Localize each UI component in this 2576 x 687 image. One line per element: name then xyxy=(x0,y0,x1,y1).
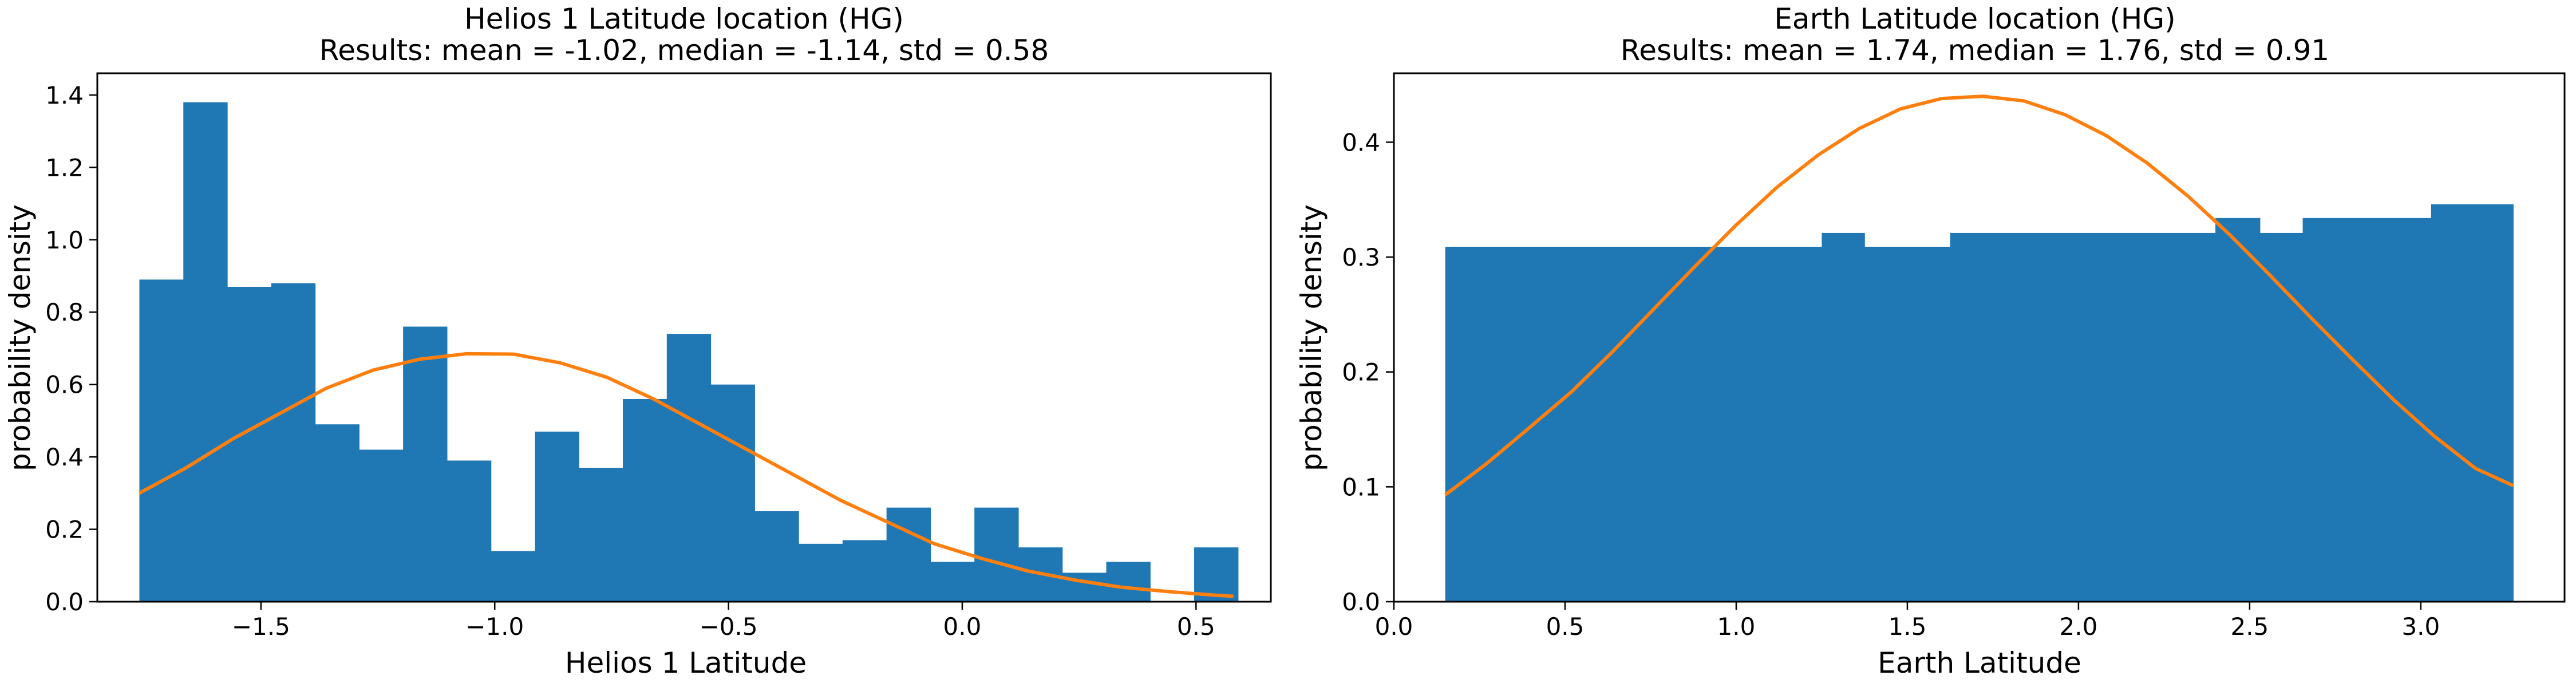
y-tick-label: 0.0 xyxy=(45,588,84,616)
y-tick-label: 1.2 xyxy=(45,153,84,181)
histogram-bar xyxy=(623,398,667,602)
histogram-bar xyxy=(183,102,228,602)
histogram-bar xyxy=(2259,232,2304,602)
x-tick-label: 0.0 xyxy=(1375,613,1413,641)
histogram-bar xyxy=(447,460,492,602)
fit-curve xyxy=(1444,94,2514,496)
histogram-bar xyxy=(710,384,755,602)
histogram-bar xyxy=(2215,218,2261,602)
histogram-bar xyxy=(315,424,359,602)
histogram-bar xyxy=(2387,218,2432,602)
y-tick-label: 0.6 xyxy=(45,371,84,399)
x-tick-label: 0.0 xyxy=(943,613,982,641)
plot-frame xyxy=(96,72,1272,603)
y-tick-label: 0.2 xyxy=(1342,358,1380,386)
x-tick-label: −1.0 xyxy=(465,613,524,641)
chart-title: Earth Latitude location (HG) xyxy=(1774,2,2175,35)
fit-curve-line xyxy=(1444,94,2514,496)
histogram-bar xyxy=(1950,232,2216,602)
histogram-bar xyxy=(1106,562,1151,602)
histogram-bar xyxy=(271,283,316,602)
chart-subtitle: Results: mean = -1.02, median = -1.14, s… xyxy=(319,34,1049,67)
histogram-bar xyxy=(799,543,843,602)
histogram-bar xyxy=(535,431,579,602)
x-tick-label: −1.5 xyxy=(232,613,290,641)
histogram-bar xyxy=(359,449,404,602)
x-tick-label: 1.0 xyxy=(1717,613,1756,641)
x-axis-label: Earth Latitude xyxy=(1878,646,2081,680)
chart-title: Helios 1 Latitude location (HG) xyxy=(464,2,904,35)
x-tick-label: −0.5 xyxy=(700,613,758,641)
x-tick-label: 0.5 xyxy=(1546,613,1585,641)
x-tick-label: 2.5 xyxy=(2230,613,2269,641)
histogram-bar xyxy=(974,507,1019,602)
histogram-bar xyxy=(1864,246,1951,602)
y-tick-label: 0.1 xyxy=(1342,473,1380,501)
x-tick-label: 2.0 xyxy=(2060,613,2098,641)
histogram-bars xyxy=(139,102,1239,602)
y-tick-label: 0.2 xyxy=(45,516,84,544)
histogram-bar xyxy=(1445,246,1823,602)
histogram-bar xyxy=(491,551,536,602)
chart-earth: Earth Latitude location (HG) Results: me… xyxy=(1295,2,2566,680)
histogram-bar xyxy=(930,562,975,602)
fit-curve xyxy=(139,352,1234,598)
y-ticks: 0.0 0.2 0.4 0.6 0.8 1.0 1.2 1.4 xyxy=(45,81,97,616)
histogram-bar xyxy=(139,279,184,602)
histogram-bar xyxy=(666,334,712,602)
chart-helios: Helios 1 Latitude location (HG) Results:… xyxy=(3,2,1272,680)
y-tick-label: 0.4 xyxy=(45,443,84,471)
histogram-bar xyxy=(2472,204,2514,602)
histogram-bar xyxy=(1062,572,1107,602)
chart-subtitle: Results: mean = 1.74, median = 1.76, std… xyxy=(1621,34,2330,67)
y-tick-label: 1.4 xyxy=(45,81,84,109)
histogram-bars xyxy=(1445,204,2514,602)
y-tick-label: 1.0 xyxy=(45,226,84,254)
histogram-bar xyxy=(1822,232,1865,602)
y-tick-label: 0.0 xyxy=(1342,588,1380,616)
y-axis-label: probability density xyxy=(1295,204,1328,471)
y-tick-label: 0.8 xyxy=(45,298,84,326)
x-ticks: 0.0 0.5 1.0 1.5 2.0 2.5 3.0 xyxy=(1375,602,2440,641)
x-axis-label: Helios 1 Latitude xyxy=(565,646,807,680)
histogram-bar xyxy=(227,286,272,602)
y-ticks: 0.0 0.1 0.2 0.3 0.4 xyxy=(1342,128,1394,616)
histogram-bar xyxy=(403,326,448,602)
histogram-bar xyxy=(886,507,931,602)
histogram-bar xyxy=(842,540,887,602)
x-tick-label: 1.5 xyxy=(1888,613,1927,641)
x-tick-label: 3.0 xyxy=(2401,613,2440,641)
fit-curve-line xyxy=(139,352,1234,598)
x-ticks: −1.5 −1.0 −0.5 0.0 0.5 xyxy=(232,602,1215,641)
y-tick-label: 0.3 xyxy=(1342,243,1380,271)
histogram-bar xyxy=(754,511,799,602)
y-tick-label: 0.4 xyxy=(1342,128,1380,156)
y-axis-label: probability density xyxy=(3,204,37,471)
histogram-bar xyxy=(579,468,623,602)
histogram-bar xyxy=(2431,204,2473,602)
x-tick-label: 0.5 xyxy=(1177,613,1215,641)
histogram-bar xyxy=(2302,218,2387,602)
plot-frame xyxy=(1393,72,2566,603)
